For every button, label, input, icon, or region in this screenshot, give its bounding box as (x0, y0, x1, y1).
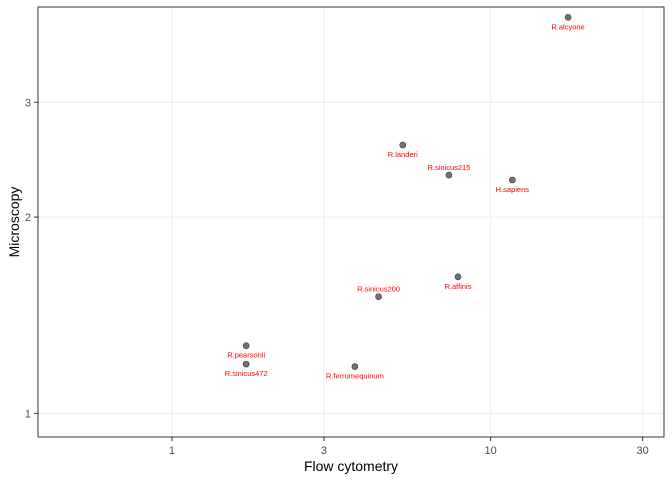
point-label: R.pearsonii (227, 351, 265, 360)
y-tick-label: 3 (25, 97, 31, 109)
point-label: R.alcyone (551, 22, 584, 31)
y-tick-label: 2 (25, 212, 31, 224)
point-label: R.landeri (388, 150, 418, 159)
x-tick-label: 30 (637, 445, 649, 457)
data-point (509, 176, 516, 184)
panel-border (37, 6, 665, 438)
x-tick-label: 3 (321, 445, 327, 457)
data-point (445, 171, 453, 179)
x-tick-label: 1 (169, 445, 175, 457)
point-label: R.affinis (445, 282, 472, 291)
x-tick-label: 10 (484, 445, 496, 457)
data-point (242, 342, 250, 350)
point-label: H.sapiens (496, 185, 530, 194)
data-point (242, 360, 250, 368)
grid-lines (38, 7, 664, 437)
data-point (399, 141, 407, 149)
point-labels: R.alcyone R.landeri R.sinicus215 H.sapiens R… (225, 22, 585, 380)
y-axis-title: Microscopy (6, 187, 22, 258)
y-tick-label: 1 (25, 408, 31, 420)
y-axis-ticks: 1 2 3 (25, 97, 38, 420)
point-label: R.sinicus215 (427, 163, 470, 172)
point-label: R.sinicus472 (225, 369, 268, 378)
data-point (351, 363, 359, 370)
point-label: R.sinicus200 (357, 285, 400, 294)
data-point (375, 293, 382, 300)
x-axis-ticks: 1 3 10 30 (169, 437, 649, 457)
x-axis-title: Flow cytometry (304, 458, 398, 474)
data-points (242, 13, 572, 370)
data-point (564, 13, 572, 21)
data-point (454, 273, 462, 281)
point-label: R.ferrumequinum (326, 372, 384, 381)
